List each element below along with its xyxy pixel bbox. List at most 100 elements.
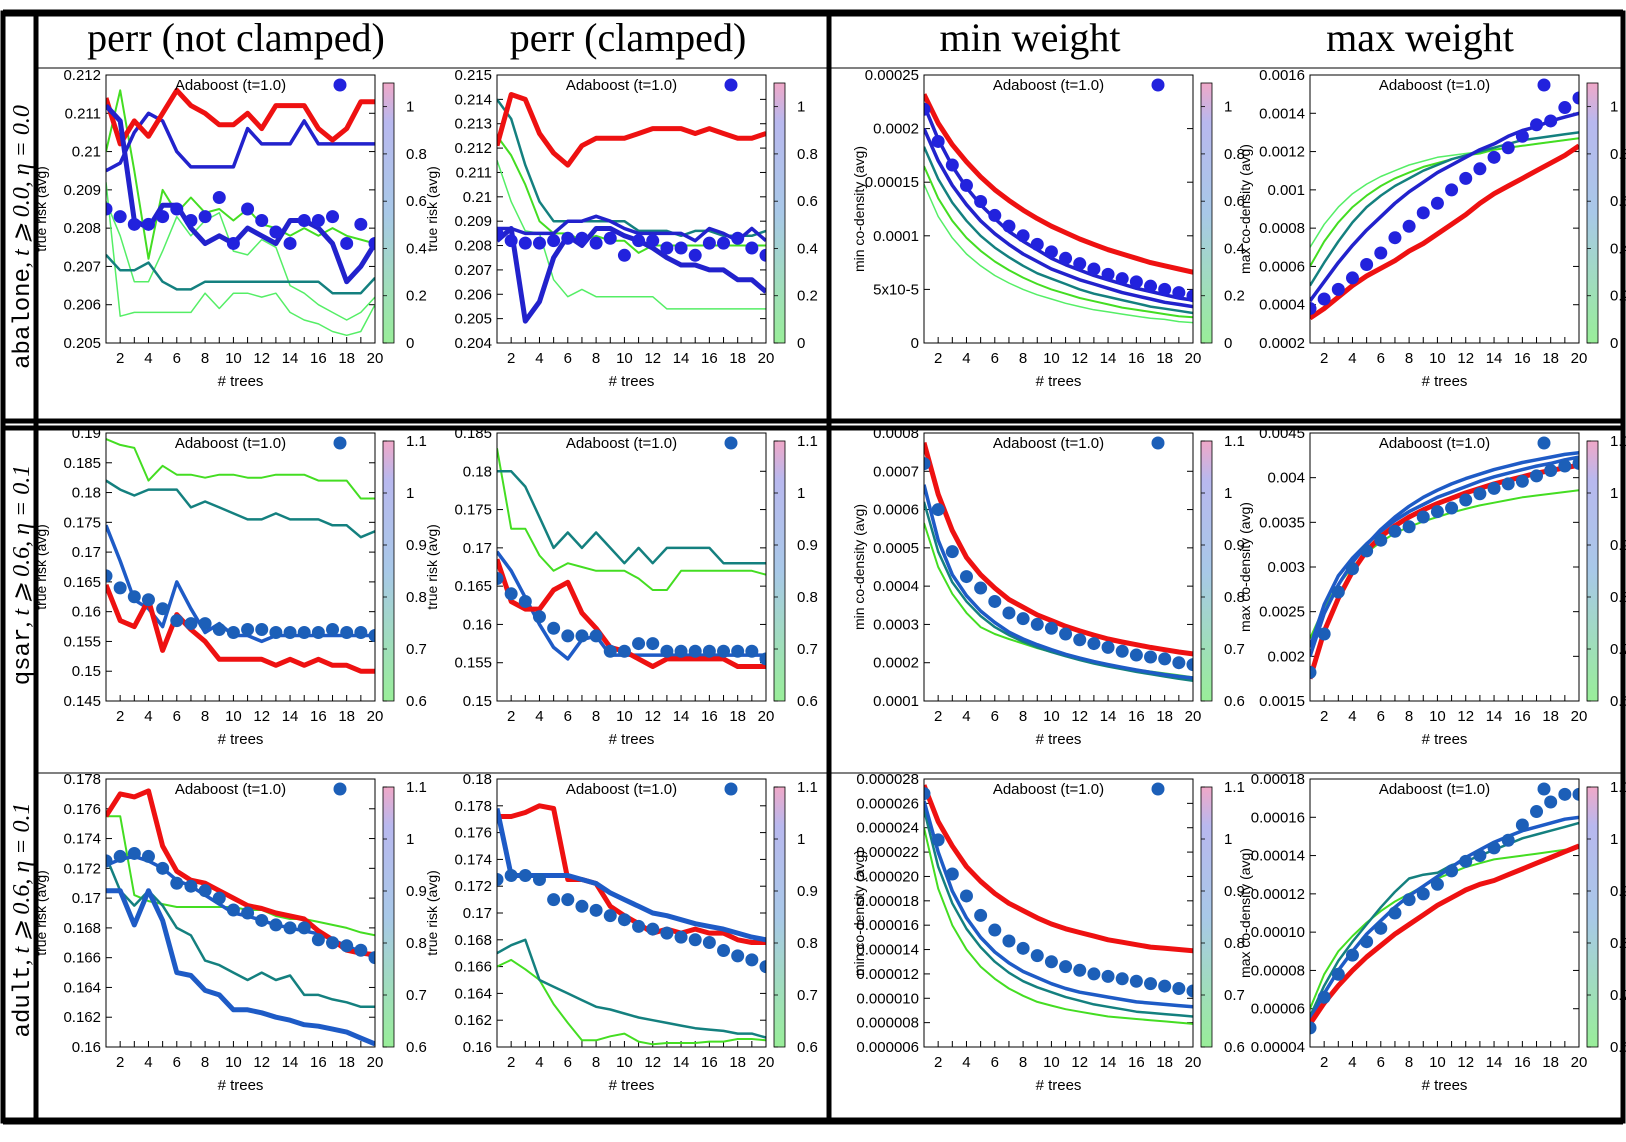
adaboost-point — [1317, 292, 1331, 306]
column-header-min-weight: min weight — [939, 15, 1121, 60]
adaboost-point — [1360, 544, 1374, 558]
adaboost-point — [1186, 289, 1193, 303]
y-tick-label: 0.00006 — [1251, 1001, 1305, 1018]
plot-frame — [1309, 74, 1580, 344]
y-tick-label: 0.17 — [72, 890, 101, 907]
colorbar-tick-label: 0.7 — [406, 987, 427, 1004]
adaboost-point — [297, 921, 311, 935]
x-tick-label: 10 — [1429, 708, 1446, 725]
adaboost-point — [589, 903, 603, 917]
series-line — [1310, 131, 1579, 287]
colorbar-tick-label: 0.6 — [1610, 193, 1626, 210]
y-axis-label: min co-density (avg) — [851, 850, 867, 976]
series-line — [106, 788, 375, 958]
adaboost-point — [212, 891, 226, 905]
x-tick-label: 8 — [1019, 708, 1027, 725]
colorbar-tick-label: 1 — [1610, 485, 1618, 502]
adaboost-point — [1030, 949, 1044, 963]
adaboost-point — [156, 861, 170, 875]
series-line — [1310, 450, 1579, 657]
series-line — [106, 254, 375, 295]
plot-area — [924, 441, 1193, 682]
adaboost-point — [717, 944, 731, 958]
y-tick-label: 0.0002 — [873, 655, 919, 672]
colorbar-tick-label: 0.6 — [797, 193, 818, 210]
x-tick-label: 14 — [673, 708, 690, 725]
adaboost-point — [1473, 849, 1487, 863]
y-tick-label: 0.204 — [454, 335, 492, 352]
x-axis-label: # trees — [609, 731, 655, 748]
legend-label: Adaboost (t=1.0) — [993, 781, 1104, 798]
adaboost-point — [1501, 141, 1515, 155]
series-line — [1310, 143, 1579, 321]
colorbar-tick-label: 1.1 — [1610, 433, 1626, 450]
adaboost-point — [1172, 656, 1186, 670]
colorbar — [1200, 82, 1213, 344]
y-axis-label: max co-density (avg) — [1237, 144, 1253, 274]
colorbar-tick-label: 0.4 — [797, 240, 818, 257]
adaboost-point — [660, 644, 674, 658]
adaboost-point — [1073, 633, 1087, 647]
x-tick-label: 20 — [758, 708, 775, 725]
colorbar-tick-label: 0.8 — [1224, 935, 1245, 952]
adaboost-point — [1374, 921, 1388, 935]
adaboost-point — [1030, 617, 1044, 631]
colorbar — [1200, 786, 1213, 1048]
x-tick-label: 20 — [1571, 708, 1588, 725]
adaboost-point — [1101, 969, 1115, 983]
adaboost-point — [1572, 91, 1579, 105]
x-axis-label: # trees — [1036, 1077, 1082, 1094]
colorbar — [773, 786, 786, 1048]
y-tick-label: 0.000020 — [856, 868, 919, 885]
y-tick-label: 0.0003 — [873, 616, 919, 633]
y-tick-label: 0.000008 — [856, 1015, 919, 1032]
series-line — [106, 583, 375, 674]
legend-label: Adaboost (t=1.0) — [566, 77, 677, 94]
adaboost-point — [1317, 990, 1331, 1004]
x-tick-label: 14 — [673, 1054, 690, 1071]
x-tick-label: 2 — [1320, 708, 1328, 725]
adaboost-point — [1115, 972, 1129, 986]
adaboost-point — [1374, 533, 1388, 547]
adaboost-point — [1445, 183, 1459, 197]
y-tick-label: 0.209 — [63, 182, 101, 199]
adaboost-point — [241, 623, 255, 637]
adaboost-point — [1345, 948, 1359, 962]
plot-frame — [105, 778, 376, 1048]
adaboost-point — [646, 234, 660, 248]
colorbar-tick-label: 1 — [1610, 99, 1618, 116]
x-tick-label: 20 — [758, 1054, 775, 1071]
y-tick-label: 0.15 — [463, 693, 492, 710]
adaboost-point — [745, 241, 759, 255]
adaboost-point — [326, 936, 340, 950]
adaboost-point — [198, 884, 212, 898]
x-tick-label: 8 — [1405, 350, 1413, 367]
adaboost-point — [717, 236, 731, 250]
y-tick-label: 0 — [911, 335, 919, 352]
x-tick-label: 6 — [991, 708, 999, 725]
x-tick-label: 12 — [253, 708, 270, 725]
adaboost-point — [959, 570, 973, 584]
adaboost-point — [702, 935, 716, 949]
x-tick-label: 4 — [144, 1054, 152, 1071]
y-tick-label: 0.000028 — [856, 771, 919, 788]
colorbar-tick-label: 0 — [1224, 335, 1232, 352]
plot-area — [1310, 450, 1579, 680]
y-tick-label: 0.0005 — [873, 540, 919, 557]
x-tick-label: 16 — [1128, 350, 1145, 367]
series-line — [924, 183, 1193, 324]
adaboost-point — [497, 571, 504, 585]
colorbar-tick-label: 1 — [1224, 831, 1232, 848]
y-tick-label: 0.003 — [1267, 559, 1305, 576]
x-tick-label: 6 — [991, 1054, 999, 1071]
row-label-adult: adult, t ⩾ 0.6, η = 0.1 — [9, 802, 37, 1038]
colorbar-tick-label: 0.9 — [1224, 883, 1245, 900]
adaboost-point — [547, 621, 561, 635]
colorbar-tick-label: 0.8 — [797, 935, 818, 952]
adaboost-point — [575, 629, 589, 643]
legend-label: Adaboost (t=1.0) — [175, 781, 286, 798]
x-tick-label: 12 — [1071, 1054, 1088, 1071]
colorbar-tick-label: 1.1 — [406, 779, 427, 796]
adaboost-point — [184, 617, 198, 631]
x-tick-label: 20 — [367, 350, 384, 367]
